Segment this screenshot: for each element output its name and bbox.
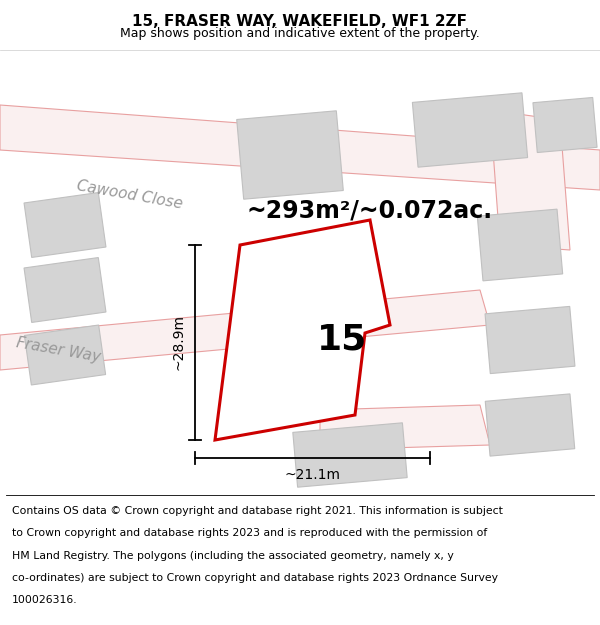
Polygon shape <box>485 394 575 456</box>
Polygon shape <box>293 422 407 488</box>
Polygon shape <box>412 93 527 167</box>
Polygon shape <box>485 306 575 374</box>
Text: HM Land Registry. The polygons (including the associated geometry, namely x, y: HM Land Registry. The polygons (includin… <box>12 551 454 561</box>
Text: ~21.1m: ~21.1m <box>284 468 341 482</box>
Text: Fraser Way: Fraser Way <box>15 335 102 365</box>
Text: ~293m²/~0.072ac.: ~293m²/~0.072ac. <box>247 198 493 222</box>
Text: ~28.9m: ~28.9m <box>171 314 185 371</box>
Polygon shape <box>24 192 106 258</box>
Text: Contains OS data © Crown copyright and database right 2021. This information is : Contains OS data © Crown copyright and d… <box>12 506 503 516</box>
Polygon shape <box>25 325 106 385</box>
Polygon shape <box>478 209 563 281</box>
Polygon shape <box>237 111 343 199</box>
Text: to Crown copyright and database rights 2023 and is reproduced with the permissio: to Crown copyright and database rights 2… <box>12 529 487 539</box>
Text: 100026316.: 100026316. <box>12 595 77 605</box>
Polygon shape <box>0 290 490 370</box>
Text: Cawood Close: Cawood Close <box>75 178 184 212</box>
Text: co-ordinates) are subject to Crown copyright and database rights 2023 Ordnance S: co-ordinates) are subject to Crown copyr… <box>12 573 498 583</box>
Text: 15: 15 <box>317 322 368 357</box>
Polygon shape <box>215 220 390 440</box>
Text: 15, FRASER WAY, WAKEFIELD, WF1 2ZF: 15, FRASER WAY, WAKEFIELD, WF1 2ZF <box>133 14 467 29</box>
Polygon shape <box>490 110 570 250</box>
Polygon shape <box>320 405 490 450</box>
Polygon shape <box>0 105 600 190</box>
Polygon shape <box>24 258 106 322</box>
Text: Map shows position and indicative extent of the property.: Map shows position and indicative extent… <box>120 27 480 40</box>
Polygon shape <box>533 98 597 152</box>
